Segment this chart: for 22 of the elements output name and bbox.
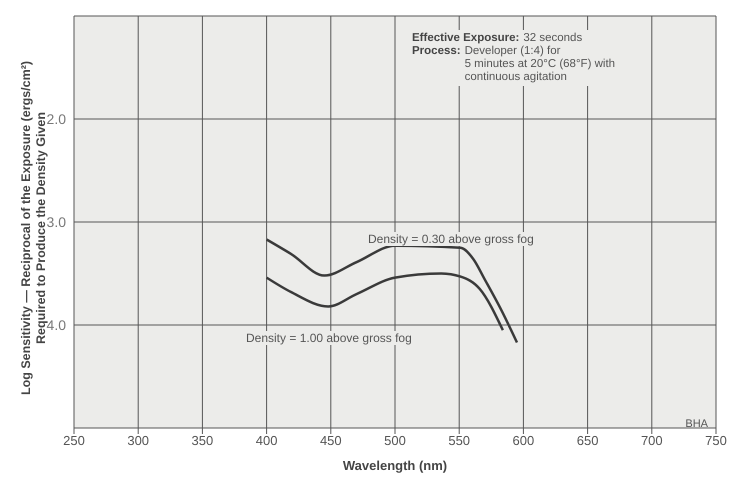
x-tick-label: 650 — [576, 433, 598, 448]
x-tick-label: 700 — [640, 433, 663, 448]
annotation: Density = 1.00 above gross fog — [244, 331, 414, 345]
annotation: BHA — [685, 418, 708, 430]
x-tick-label: 500 — [384, 433, 406, 448]
x-tick-label: 550 — [448, 433, 470, 448]
x-tick-label: 750 — [705, 433, 727, 448]
annotation: Process: Developer (1:4) for 5 minutes at 20°C (68°F) with continuous agitation — [412, 45, 616, 84]
x-tick-label: 250 — [63, 433, 85, 448]
y-tick-label: 4.0 — [46, 316, 66, 333]
x-tick-label: 350 — [192, 433, 214, 448]
x-tick-label: 600 — [512, 433, 534, 448]
x-tick-label: 450 — [320, 433, 342, 448]
annotation: Density = 0.30 above gross fog — [366, 232, 536, 246]
x-tick-label: 300 — [127, 433, 150, 448]
annotation: Effective Exposure: 32 seconds — [412, 32, 582, 45]
y-axis-title: Log Sensitivity — Reciprocal of the Exposure (ergs/cm²) Required to Produce the Density Given — [19, 60, 48, 396]
y-tick-label: 2.0 — [46, 110, 66, 127]
x-axis-title: Wavelength (nm) — [342, 458, 448, 473]
y-tick-label: 3.0 — [46, 214, 66, 230]
line-series — [265, 272, 504, 332]
x-tick-label: 400 — [256, 433, 278, 448]
